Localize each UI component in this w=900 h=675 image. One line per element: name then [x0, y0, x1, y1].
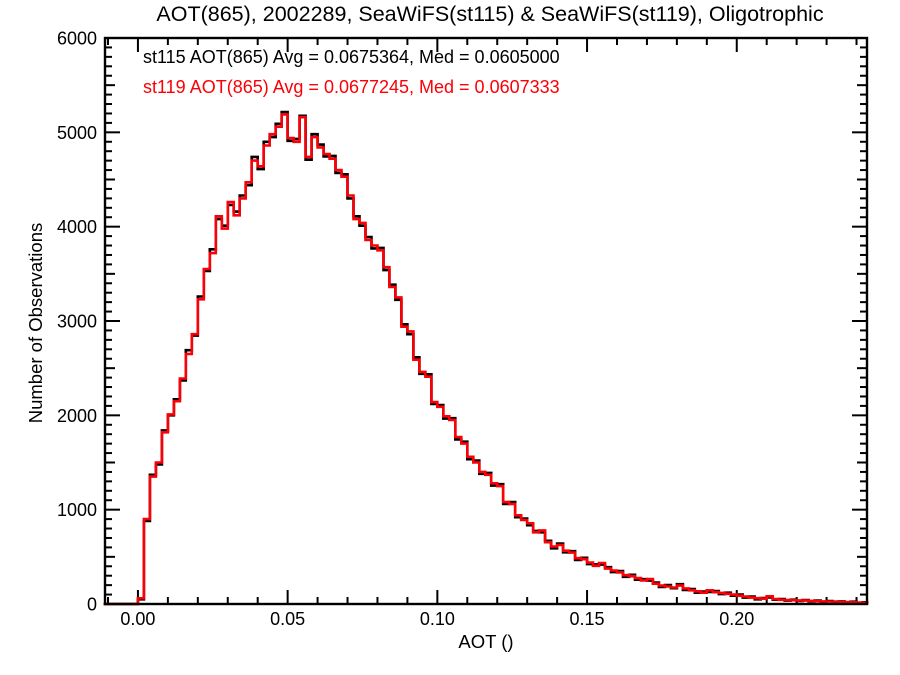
y-tick-label: 6000 [57, 29, 97, 49]
y-tick-label: 0 [87, 595, 97, 615]
x-tick-label: 0.00 [120, 609, 155, 629]
y-tick-label: 2000 [57, 406, 97, 426]
y-tick-label: 4000 [57, 217, 97, 237]
plot-title: AOT(865), 2002289, SeaWiFS(st115) & SeaW… [156, 2, 824, 26]
x-tick-label: 0.15 [570, 609, 605, 629]
histogram-st115-curve [103, 110, 869, 606]
y-tick-label: 5000 [57, 123, 97, 143]
x-tick-label: 0.05 [270, 609, 305, 629]
histogram-st119-curve [103, 113, 869, 606]
legend-st119: st119 AOT(865) Avg = 0.0677245, Med = 0.… [143, 77, 560, 97]
axis-ticks [105, 37, 867, 605]
x-tick-label: 0.20 [719, 609, 754, 629]
x-axis-label: AOT () [458, 631, 514, 652]
plot-frame [103, 36, 869, 606]
legend-st115: st115 AOT(865) Avg = 0.0675364, Med = 0.… [143, 47, 560, 67]
x-tick-label: 0.10 [420, 609, 455, 629]
y-tick-label: 3000 [57, 312, 97, 332]
y-axis-label: Number of Observations [25, 222, 46, 424]
y-tick-label: 1000 [57, 500, 97, 520]
